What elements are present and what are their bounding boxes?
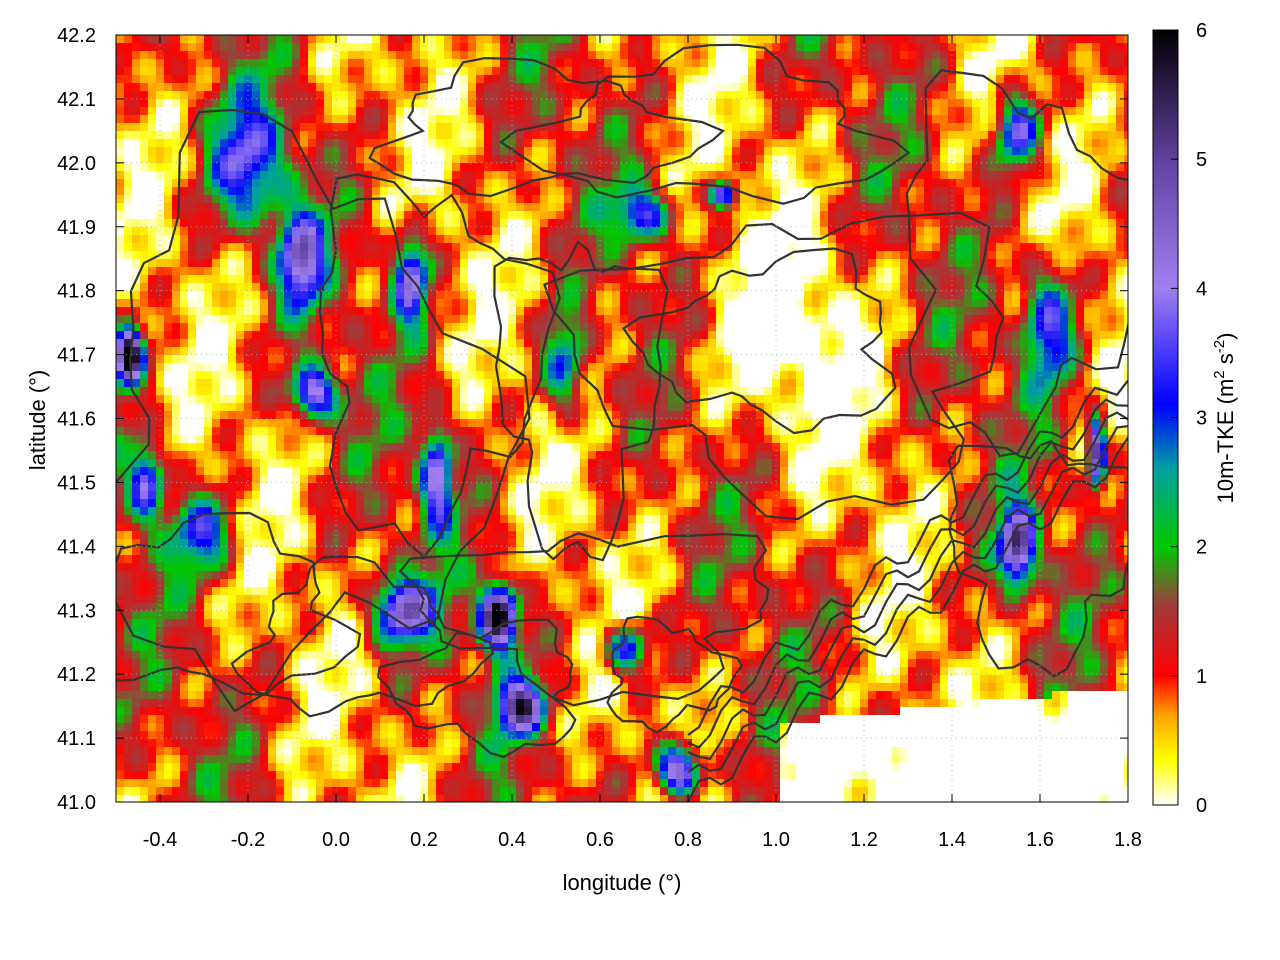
contour-line	[687, 398, 1128, 749]
contour-line	[687, 425, 1128, 774]
y-tick-label: 41.7	[57, 345, 96, 367]
x-tick-label: -0.2	[231, 829, 265, 851]
y-axis-label: latitude (°)	[25, 370, 50, 471]
x-tick-label: 1.4	[938, 829, 966, 851]
contour-line	[116, 511, 362, 697]
contour-line	[687, 411, 1128, 761]
colorbar-tick-label: 4	[1196, 278, 1207, 300]
colorbar-label: 10m-TKE (m2 s-2)	[1211, 333, 1238, 504]
y-ticks: 41.0 41.1 41.2 41.3 41.4 41.5 41.6 41.7 41.8 41.9…	[57, 25, 1128, 814]
contour-line	[606, 615, 744, 734]
contour-line	[687, 437, 1128, 802]
y-tick-label: 41.3	[57, 600, 96, 622]
contour-line	[687, 379, 1128, 736]
contour-line	[368, 56, 725, 198]
colorbar-label-end: )	[1213, 333, 1238, 340]
x-tick-label: 0.2	[410, 829, 438, 851]
x-tick-label: 1.0	[762, 829, 790, 851]
y-tick-label: 42.1	[57, 89, 96, 111]
x-tick-label: 0.0	[322, 829, 350, 851]
colorbar-tick-label: 1	[1196, 666, 1207, 688]
contour-line	[377, 618, 577, 759]
y-tick-label: 42.2	[57, 25, 96, 47]
colorbar-label-sup1: 2	[1211, 370, 1228, 378]
contour-line	[499, 43, 911, 205]
x-tick-label: 1.6	[1026, 829, 1054, 851]
y-tick-label: 41.2	[57, 664, 96, 686]
colorbar-tick-label: 2	[1196, 537, 1207, 559]
x-tick-label: 1.2	[850, 829, 878, 851]
y-tick-label: 41.5	[57, 472, 96, 494]
colorbar-label-mid: s	[1213, 353, 1238, 370]
x-tick-label: 1.8	[1114, 829, 1142, 851]
contour-line	[230, 555, 495, 718]
y-tick-label: 41.9	[57, 217, 96, 239]
colorbar-tick-label: 0	[1196, 795, 1207, 817]
contour-line	[318, 173, 561, 559]
x-axis-label: longitude (°)	[563, 870, 682, 895]
contour-line	[621, 247, 897, 435]
colorbar-ticks: 0 1 2 3 4 5 6	[1171, 20, 1207, 817]
x-tick-label: 0.6	[586, 829, 614, 851]
y-tick-label: 41.4	[57, 536, 96, 558]
contour-layer	[116, 43, 1128, 802]
x-tick-label: 0.4	[498, 829, 526, 851]
colorbar-label-main: 10m-TKE (m	[1213, 379, 1238, 504]
colorbar-tick-label: 5	[1196, 149, 1207, 171]
x-tick-label: -0.4	[143, 829, 177, 851]
y-tick-label: 41.0	[57, 792, 96, 814]
colorbar-tick-label: 6	[1196, 20, 1207, 42]
x-tick-label: 0.8	[674, 829, 702, 851]
contour-line	[947, 439, 1128, 678]
y-tick-label: 42.0	[57, 153, 96, 175]
contour-line	[905, 69, 1128, 458]
colorbar-tick-label: 3	[1196, 408, 1207, 430]
heatmap-layer	[116, 35, 1128, 802]
contour-line	[116, 108, 531, 713]
colorbar-label-sup2: -2	[1211, 340, 1228, 353]
contour-line	[398, 532, 770, 707]
y-tick-label: 41.8	[57, 281, 96, 303]
y-tick-label: 41.6	[57, 409, 96, 431]
contour-line	[493, 240, 669, 562]
x-ticks: -0.4 -0.2 0.0 0.2 0.4 0.6 0.8 1.0 1.2 1.4 1.6 1.8	[143, 35, 1142, 851]
contour-line	[543, 211, 1005, 521]
y-tick-label: 41.1	[57, 728, 96, 750]
